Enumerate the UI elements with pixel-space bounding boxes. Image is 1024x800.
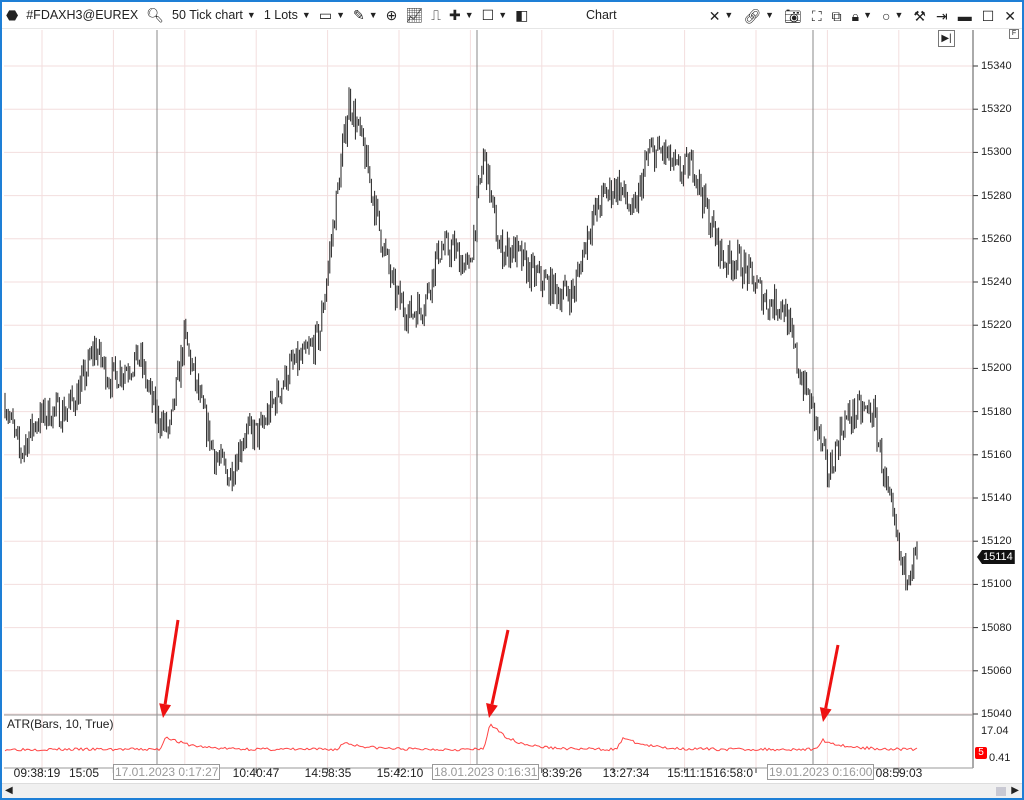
toolbar: ⬣ #FDAXH3@EUREX 🔍︎ 50 Tick chart ▼ 1 Lots…	[2, 2, 1022, 29]
lots-label: 1 Lots	[263, 8, 298, 22]
cross-icon[interactable]: ✕ ▼	[708, 7, 734, 24]
pencil-icon[interactable]: ✎ ▼	[352, 7, 378, 23]
annotation-arrowhead	[159, 703, 172, 718]
minimize-icon[interactable]: ▬	[957, 7, 972, 24]
pin-icon[interactable]: ⇥	[935, 7, 948, 24]
price-axis-label: 15220	[981, 319, 1012, 332]
price-axis-label: 15100	[981, 578, 1012, 591]
session-date-label: 19.01.2023 0:16:00	[767, 764, 875, 780]
zoom-icon[interactable]: ⊕	[385, 7, 398, 23]
price-axis-label: 15200	[981, 362, 1012, 375]
price-axis-label: 15280	[981, 189, 1012, 202]
panel-icon[interactable]: ◧	[515, 7, 529, 23]
window-title: Chart	[586, 8, 617, 22]
time-axis-label: 8:39:26	[541, 766, 583, 780]
scroll-right-arrow[interactable]: ▶	[1011, 785, 1019, 796]
time-axis-label: 15:11:15	[667, 766, 713, 780]
atr-min-label: 0.41	[989, 752, 1011, 764]
price-axis-label: 15060	[981, 664, 1012, 677]
time-axis-label: 15:05	[68, 766, 100, 780]
price-axis-label: 15320	[981, 103, 1012, 116]
price-axis-label: 15080	[981, 621, 1012, 634]
atr-last-marker: 5	[975, 747, 987, 759]
time-axis-label: 14:58:35	[304, 766, 352, 780]
scroll-thumb[interactable]	[996, 787, 1006, 796]
time-axis-label: 10:40:47	[232, 766, 280, 780]
scroll-left-arrow[interactable]: ◀	[5, 785, 13, 796]
maximize-icon[interactable]: ☐	[981, 7, 995, 24]
price-axis-label: 15120	[981, 535, 1012, 548]
price-axis-label: 15160	[981, 448, 1012, 461]
crosshair-icon[interactable]: ✚ ▼	[448, 7, 474, 23]
circle-icon[interactable]: ○ ▼	[882, 7, 904, 24]
link-icon[interactable]: 🔗︎ ▼	[743, 7, 775, 24]
time-axis-label: 13:27:34	[602, 766, 650, 780]
tools-icon[interactable]: ⚒	[913, 7, 926, 24]
session-date-label: 17.01.2023 0:17:27	[113, 764, 221, 780]
chevron-down-icon: ▼	[301, 10, 311, 20]
price-axis-label: 15040	[981, 708, 1012, 720]
annotation-arrow	[824, 644, 840, 709]
price-axis-label: 15260	[981, 232, 1012, 245]
app-logo-icon[interactable]: ⬣	[6, 7, 19, 23]
search-icon[interactable]: 🔍︎	[146, 7, 165, 23]
fullscreen-icon[interactable]: ⛶	[811, 7, 822, 24]
close-icon[interactable]: ✕	[1004, 7, 1016, 24]
price-axis-label: 15300	[981, 146, 1012, 159]
template-icon[interactable]: ▭ ▼	[318, 7, 345, 23]
price-axis-label: 15340	[981, 60, 1012, 72]
chevron-down-icon: ▼	[246, 10, 256, 20]
time-axis-label: 09:38:19	[13, 766, 61, 780]
horizontal-scrollbar[interactable]: ◀ ▶	[2, 783, 1022, 798]
annotation-arrowhead	[819, 707, 832, 722]
chart-settings-button[interactable]: F	[1009, 29, 1019, 39]
price-axis-label: 15140	[981, 492, 1012, 504]
chart-type-dropdown[interactable]: 50 Tick chart ▼	[168, 2, 260, 28]
camera-icon[interactable]: 📷︎	[784, 7, 802, 24]
lock-icon[interactable]: 🔒︎ ▼	[851, 7, 873, 24]
chart-type-label: 50 Tick chart	[172, 8, 243, 22]
session-date-label: 18.01.2023 0:16:31	[432, 764, 540, 780]
atr-line	[4, 723, 918, 752]
lots-dropdown[interactable]: 1 Lots ▼	[260, 2, 315, 28]
time-axis-label: 15:42:10	[376, 766, 424, 780]
annotation-arrow	[490, 629, 510, 705]
window-icon[interactable]: ☐ ▼	[481, 7, 508, 23]
annotation-arrowhead	[486, 703, 498, 718]
indicators-icon[interactable]: 📈︎	[405, 7, 424, 23]
duplicate-icon[interactable]: ⧉	[831, 7, 842, 24]
last-price-marker: 15114	[977, 550, 1015, 564]
scroll-to-end-button[interactable]: ▶|	[938, 30, 955, 47]
symbol-selector[interactable]: #FDAXH3@EUREX	[26, 8, 139, 22]
clipboard-icon[interactable]: ⎍	[431, 7, 441, 23]
window-tools: ✕ ▼ 🔗︎ ▼ 📷︎ ⛶ ⧉ 🔒︎ ▼ ○ ▼ ⚒ ⇥ ▬ ☐ ✕	[705, 2, 1020, 29]
price-axis-label: 15240	[981, 276, 1012, 288]
price-axis-label: 15180	[981, 405, 1012, 418]
time-axis-label: 08:59:03	[875, 766, 923, 780]
time-axis-label: 16:58:0	[712, 766, 754, 780]
atr-indicator-label[interactable]: ATR(Bars, 10, True)	[7, 717, 114, 731]
annotation-arrow	[163, 619, 180, 705]
atr-max-label: 17.04	[981, 725, 1009, 737]
